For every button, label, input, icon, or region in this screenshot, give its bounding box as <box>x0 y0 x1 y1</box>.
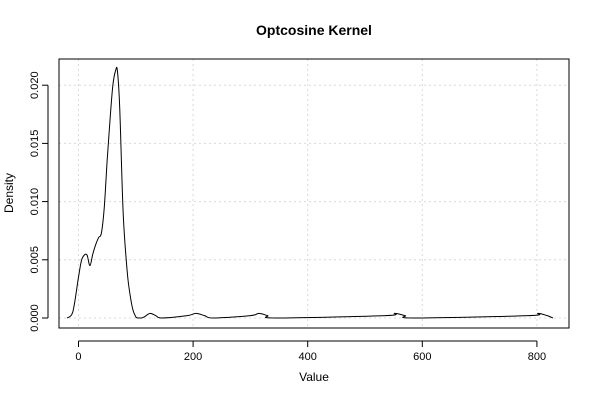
plot-frame <box>58 58 570 329</box>
grid-lines <box>59 59 569 328</box>
y-tick-label: 0.015 <box>29 130 41 158</box>
y-axis-label: Density <box>2 173 16 213</box>
x-tick-label: 800 <box>528 351 546 363</box>
y-tick-label: 0.005 <box>29 246 41 274</box>
x-axis: 0 200 400 600 800 <box>75 340 546 363</box>
y-tick-label: 0.010 <box>29 188 41 216</box>
x-tick-label: 0 <box>75 351 81 363</box>
x-axis-label: Value <box>299 370 329 384</box>
chart-title: Optcosine Kernel <box>256 22 372 38</box>
y-tick-label: 0.020 <box>29 71 41 99</box>
density-series-line <box>66 66 554 319</box>
y-tick-label: 0.000 <box>29 304 41 332</box>
y-axis: 0.000 0.005 0.010 0.015 0.020 <box>29 71 49 332</box>
x-tick-label: 400 <box>299 351 317 363</box>
x-tick-label: 200 <box>184 351 202 363</box>
x-tick-label: 600 <box>413 351 431 363</box>
